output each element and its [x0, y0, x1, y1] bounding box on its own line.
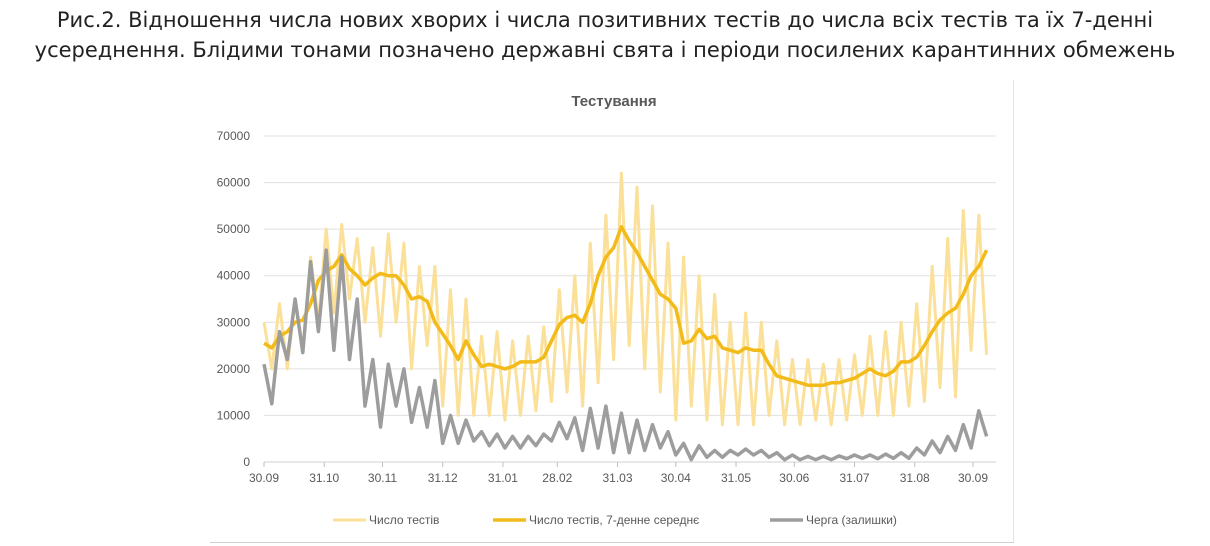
x-tick-label: 30.06 [779, 471, 809, 485]
y-tick-label: 50000 [217, 222, 251, 236]
y-tick-label: 30000 [217, 315, 251, 329]
y-tick-label: 40000 [217, 269, 251, 283]
y-tick-label: 10000 [217, 408, 251, 422]
series-line-1 [263, 225, 989, 387]
chart-title: Тестування [571, 93, 656, 110]
y-tick-label: 70000 [217, 129, 251, 143]
legend-label: Число тестів, 7-денне середнє [529, 513, 699, 527]
testing-line-chart: Тестування 0 10000 20000 30000 40000 50000 600… [217, 93, 996, 527]
y-tick-label: 20000 [217, 362, 251, 376]
x-tick-label: 30.04 [661, 471, 691, 485]
chart-container: Тестування 0 10000 20000 30000 40000 50000 600… [210, 80, 1014, 543]
x-tick-label: 31.03 [603, 471, 633, 485]
y-tick-label: 0 [243, 455, 250, 469]
series-line-0 [262, 171, 989, 427]
x-tick-label: 30.09 [249, 471, 279, 485]
x-tick-label: 31.05 [721, 471, 751, 485]
series-line-2 [262, 248, 989, 462]
x-tick-label: 30.09 [958, 471, 988, 485]
figure-caption-line-2: усереднення. Блідими тонами позначено де… [34, 38, 1176, 62]
legend-label: Черга (залишки) [806, 513, 897, 527]
x-tick-label: 31.08 [900, 471, 930, 485]
x-tick-label: 31.10 [309, 471, 339, 485]
x-tick-label: 31.07 [839, 471, 869, 485]
figure-caption-line-1: Рис.2. Відношення числа нових хворих і ч… [56, 8, 1154, 32]
legend-label: Число тестів [369, 513, 439, 527]
y-tick-label: 60000 [217, 176, 251, 190]
x-tick-label: 31.01 [488, 471, 518, 485]
x-tick-label: 31.12 [428, 471, 458, 485]
x-tick-label: 28.02 [542, 471, 572, 485]
x-tick-label: 30.11 [368, 471, 397, 485]
